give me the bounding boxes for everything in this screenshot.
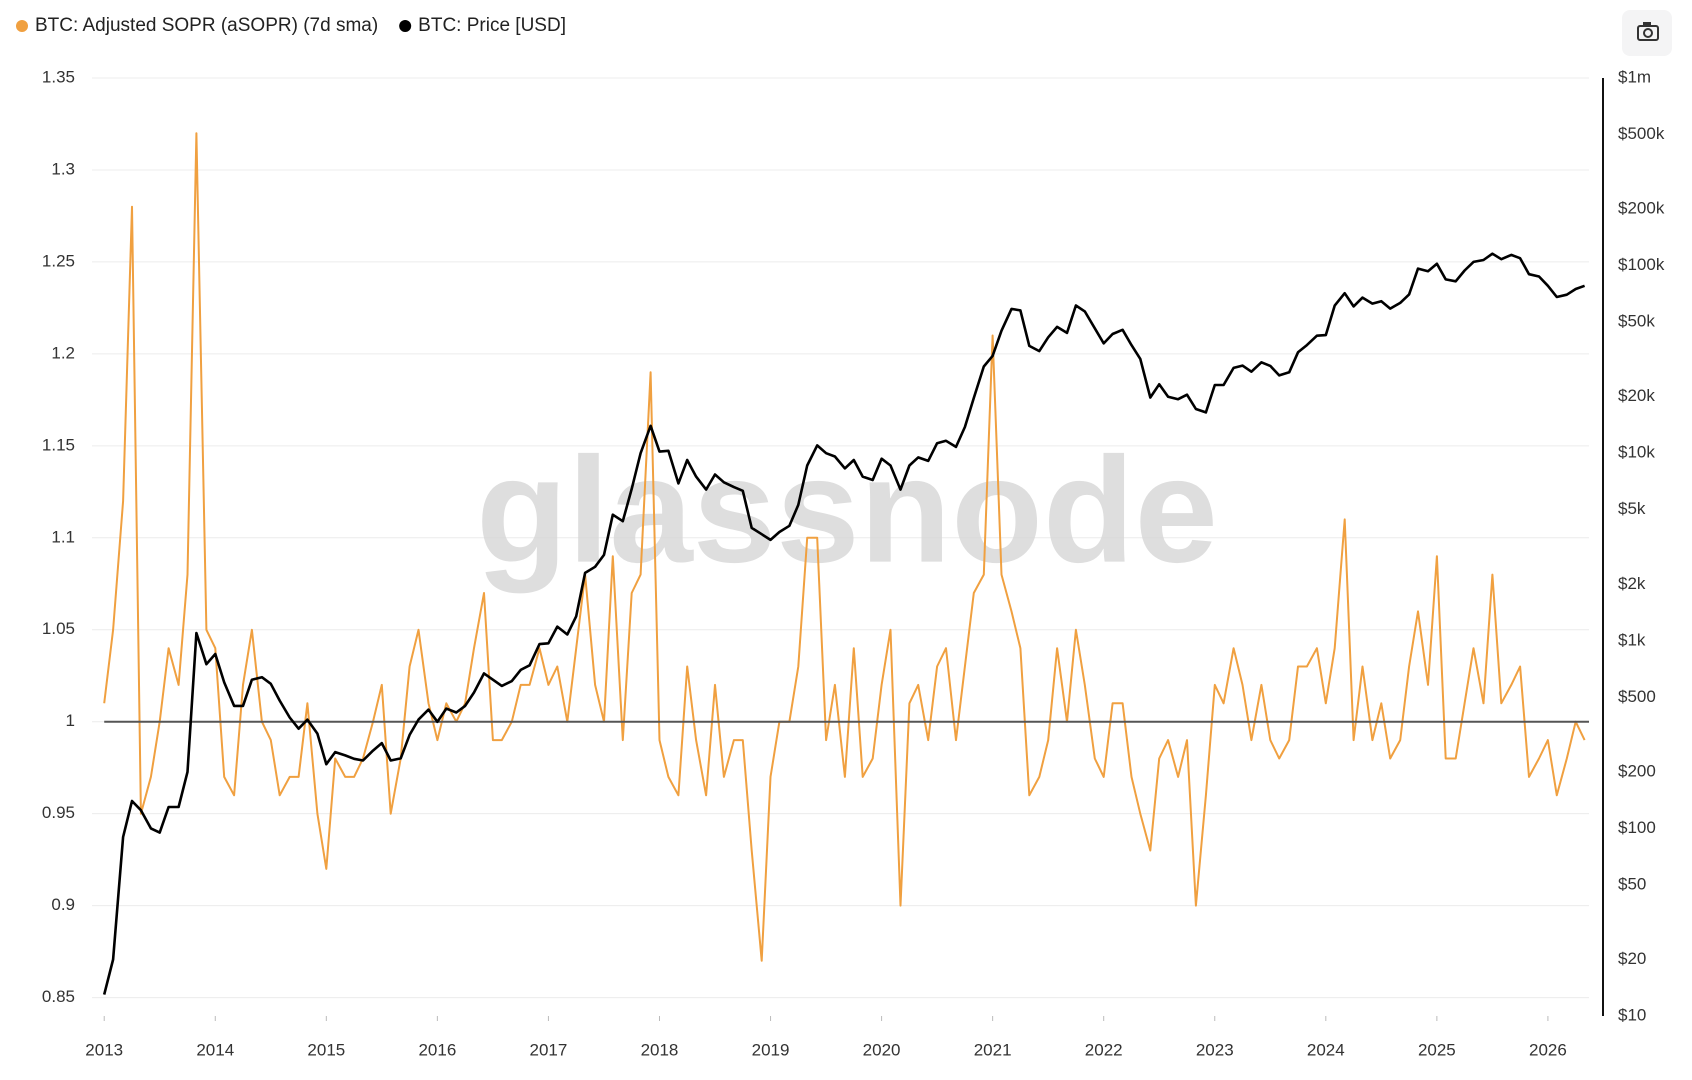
x-tick-label: 2022	[1085, 1040, 1123, 1059]
x-tick-label: 2015	[307, 1040, 345, 1059]
camera-button[interactable]	[1622, 10, 1672, 56]
legend-item[interactable]: BTC: Adjusted SOPR (aSOPR) (7d sma)	[16, 15, 378, 36]
x-tick-label: 2014	[196, 1040, 234, 1059]
series-line	[102, 252, 1586, 995]
y2-tick-label: $50	[1618, 874, 1646, 893]
x-tick-label: 2021	[974, 1040, 1012, 1059]
x-tick-label: 2023	[1196, 1040, 1234, 1059]
y2-tick-label: $10	[1618, 1005, 1646, 1024]
x-tick-label: 2026	[1529, 1040, 1567, 1059]
legend: BTC: Adjusted SOPR (aSOPR) (7d sma) BTC: …	[16, 15, 566, 36]
y-tick-label: 1.25	[42, 251, 75, 270]
legend-marker	[16, 20, 28, 32]
x-tick-label: 2024	[1307, 1040, 1345, 1059]
series-line	[103, 132, 1586, 962]
y2-tick-label: $1m	[1618, 67, 1651, 86]
y-tick-label: 0.85	[42, 987, 75, 1006]
legend-label: BTC: Adjusted SOPR (aSOPR) (7d sma)	[35, 15, 378, 36]
y-tick-label: 1	[66, 711, 75, 730]
y-tick-label: 1.1	[51, 527, 75, 546]
y2-tick-label: $20k	[1618, 386, 1655, 405]
y2-tick-label: $50k	[1618, 312, 1655, 331]
y-tick-label: 1.15	[42, 435, 75, 454]
y2-tick-label: $100k	[1618, 255, 1665, 274]
x-tick-label: 2020	[863, 1040, 901, 1059]
watermark: glassnode	[476, 426, 1218, 594]
x-tick-label: 2018	[641, 1040, 679, 1059]
x-tick-label: 2025	[1418, 1040, 1456, 1059]
y2-tick-label: $20	[1618, 949, 1646, 968]
x-tick-label: 2017	[530, 1040, 568, 1059]
x-tick-label: 2016	[418, 1040, 456, 1059]
y2-tick-label: $10k	[1618, 443, 1655, 462]
y2-tick-label: $100	[1618, 818, 1656, 837]
y-tick-label: 1.05	[42, 619, 75, 638]
y-tick-label: 0.9	[51, 895, 75, 914]
y2-tick-label: $200k	[1618, 199, 1665, 218]
y-tick-label: 1.35	[42, 67, 75, 86]
y2-tick-label: $500k	[1618, 124, 1665, 143]
legend-label: BTC: Price [USD]	[418, 15, 566, 36]
y2-tick-label: $1k	[1618, 630, 1646, 649]
y-tick-label: 0.95	[42, 803, 75, 822]
legend-item[interactable]: BTC: Price [USD]	[399, 15, 566, 36]
y-tick-label: 1.3	[51, 159, 75, 178]
x-tick-label: 2013	[85, 1040, 123, 1059]
legend-marker	[399, 20, 412, 32]
y2-tick-label: $2k	[1618, 574, 1646, 593]
y2-tick-label: $200	[1618, 761, 1656, 780]
x-tick-label: 2019	[752, 1040, 790, 1059]
y-tick-label: 1.2	[51, 343, 75, 362]
y2-tick-label: $500	[1618, 687, 1656, 706]
y2-tick-label: $5k	[1618, 499, 1646, 518]
